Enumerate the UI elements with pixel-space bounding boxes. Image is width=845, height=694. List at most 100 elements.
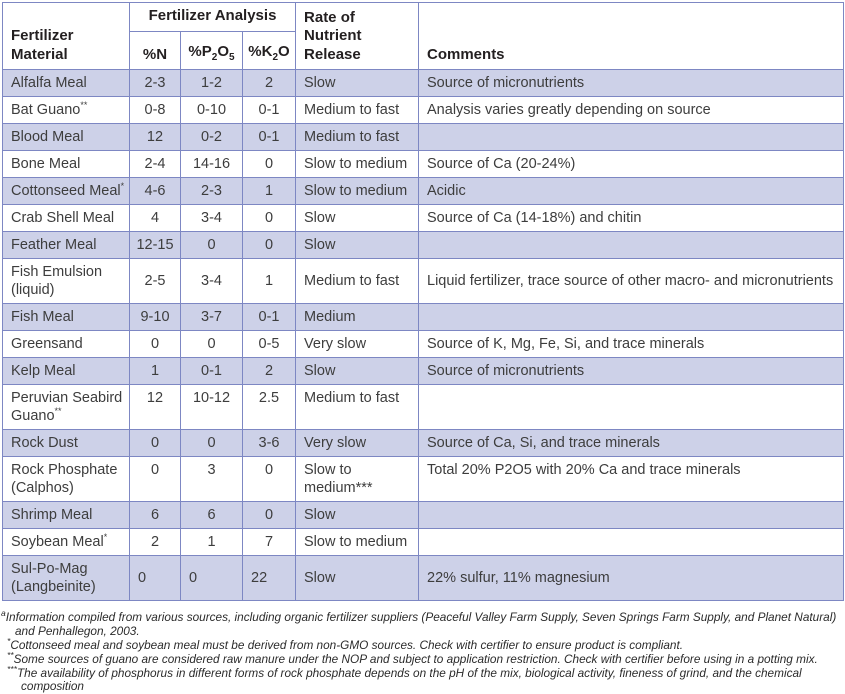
header-rate-of-nutrient-release: Rate of Nutrient Release	[295, 2, 420, 70]
percent-k2o-cell: 1	[241, 257, 297, 304]
fertilizer-material-cell: Kelp Meal	[2, 356, 130, 385]
fertilizer-material-cell: Crab Shell Meal	[2, 203, 130, 232]
header-fertilizer-analysis: Fertilizer Analysis	[128, 1, 297, 33]
percent-k2o-cell: 0-1	[241, 302, 297, 331]
footnote-marker: a	[1, 607, 6, 618]
rate-of-release-cell: Slow	[295, 356, 420, 385]
fertilizer-material-name: Cottonseed Meal	[11, 182, 121, 199]
table-row: Peruvian Seabird Guano** 12 10-12 2.5 Medium…	[2, 383, 845, 430]
percent-k2o-cell: 0	[241, 500, 297, 529]
percent-n-cell: 2-4	[129, 149, 181, 178]
footnote-marker: *	[7, 635, 11, 646]
fertilizer-material-name: Blood Meal	[11, 128, 84, 145]
fertilizer-material-cell: Soybean Meal*	[2, 527, 130, 556]
footnote-marker: **	[7, 649, 14, 660]
percent-p2o5-cell: 10-12	[180, 383, 243, 430]
fertilizer-material-cell: Rock Dust	[2, 428, 130, 457]
rate-of-release-cell: Slow	[295, 554, 420, 601]
fertilizer-material-cell: Cottonseed Meal*	[2, 176, 130, 205]
fertilizer-material-name: Bone Meal	[11, 155, 81, 172]
percent-k2o-cell: 2.5	[241, 383, 297, 430]
fertilizer-material-name: Crab Shell Meal	[11, 209, 115, 226]
comments-cell: Source of Ca (14-18%) and chitin	[418, 203, 845, 232]
header-fertilizer-material: Fertilizer Material	[2, 2, 130, 70]
fertilizer-material-cell: Bat Guano**	[2, 95, 130, 124]
k2o-o: O	[278, 42, 290, 60]
p2o5-subscript-5: 5	[229, 51, 235, 63]
fertilizer-material-cell: Blood Meal	[2, 122, 130, 151]
fertilizer-material-name: Rock Dust	[11, 434, 78, 451]
table-row: Rock Phosphate (Calphos) 0 3 0 Slow to mediu…	[2, 455, 845, 502]
table-row: Alfalfa Meal 2-3 1-2 2 Slow Source of micronu…	[2, 68, 845, 97]
fertilizer-material-name: Bat Guano	[11, 101, 81, 118]
percent-n-cell: 9-10	[129, 302, 181, 331]
percent-k2o-cell: 0	[241, 203, 297, 232]
percent-n-cell: 12	[129, 383, 181, 430]
comments-cell: Source of micronutrients	[418, 356, 845, 385]
comments-cell: Source of Ca, Si, and trace minerals	[418, 428, 845, 457]
header-percent-n: %N	[129, 31, 181, 70]
percent-n-cell: 0	[129, 428, 181, 457]
p2o5-o: O	[217, 42, 229, 60]
header-percent-p2o5: %P2O5	[180, 31, 243, 70]
percent-n-cell: 2-3	[129, 68, 181, 97]
percent-p2o5-cell: 0-2	[180, 122, 243, 151]
footnote-reference-marker: **	[80, 100, 88, 110]
fertilizer-material-name: Peruvian Seabird Guano	[11, 389, 123, 425]
table-row: Kelp Meal 1 0-1 2 Slow Source of micronutrien…	[2, 356, 845, 385]
percent-p2o5-cell: 0-1	[180, 356, 243, 385]
comments-cell	[418, 230, 845, 259]
percent-n-cell: 4-6	[129, 176, 181, 205]
fertilizer-table: Fertilizer Material Fertilizer Analysis …	[2, 1, 845, 601]
fertilizer-material-name: Feather Meal	[11, 236, 97, 253]
percent-k2o-cell: 7	[241, 527, 297, 556]
fertilizer-material-name: Shrimp Meal	[11, 506, 93, 523]
footnote-marker: ***	[7, 663, 17, 674]
rate-of-release-cell: Slow	[295, 203, 420, 232]
fertilizer-material-cell: Feather Meal	[2, 230, 130, 259]
table-header: Fertilizer Material Fertilizer Analysis …	[2, 1, 845, 70]
percent-p2o5-cell: 2-3	[180, 176, 243, 205]
footnote: *Cottonseed meal and soybean meal must b…	[7, 635, 845, 653]
footnote-text: The availability of phosphorus in differ…	[16, 665, 802, 694]
table-body: Alfalfa Meal 2-3 1-2 2 Slow Source of micronu…	[2, 68, 845, 601]
percent-p2o5-cell: 3-4	[180, 257, 243, 304]
percent-k2o-cell: 2	[241, 68, 297, 97]
footnote-text: Information compiled from various source…	[5, 609, 837, 638]
percent-n-cell: 6	[129, 500, 181, 529]
comments-cell: 22% sulfur, 11% magnesium	[418, 554, 845, 601]
fertilizer-material-name: Soybean Meal	[11, 533, 104, 550]
rate-of-release-cell: Slow to medium	[295, 527, 420, 556]
header-row-1: Fertilizer Material Fertilizer Analysis …	[2, 1, 845, 70]
p2o5-subscript-2: 2	[211, 51, 218, 63]
table-row: Fish Emulsion (liquid) 2-5 3-4 1 Medium to f…	[2, 257, 845, 304]
fertilizer-material-cell: Greensand	[2, 329, 130, 358]
table-row: Cottonseed Meal* 4-6 2-3 1 Slow to medium Aci…	[2, 176, 845, 205]
rate-of-release-cell: Very slow	[295, 329, 420, 358]
rate-of-release-cell: Medium	[295, 302, 420, 331]
rate-of-release-cell: Slow	[295, 68, 420, 97]
footnote: ***The availability of phosphorus in dif…	[7, 663, 845, 694]
fertilizer-material-cell: Shrimp Meal	[2, 500, 130, 529]
fertilizer-material-name: Alfalfa Meal	[11, 74, 87, 91]
table-row: Sul-Po-Mag (Langbeinite) 0 0 22 Slow 22% sulf…	[2, 554, 845, 601]
fertilizer-material-cell: Sul-Po-Mag (Langbeinite)	[2, 554, 130, 601]
fertilizer-material-name: Fish Meal	[11, 308, 74, 325]
footnote-reference-marker: *	[103, 532, 108, 542]
table-row: Rock Dust 0 0 3-6 Very slow Source of Ca, Si,…	[2, 428, 845, 457]
fertilizer-material-name: Sul-Po-Mag (Langbeinite)	[11, 560, 96, 595]
rate-of-release-cell: Medium to fast	[295, 383, 420, 430]
percent-k2o-cell: 0-1	[241, 95, 297, 124]
fertilizer-material-name: Rock Phosphate (Calphos)	[11, 461, 118, 497]
percent-k2o-cell: 22	[241, 554, 297, 601]
percent-n-cell: 2-5	[129, 257, 181, 304]
rate-of-release-cell: Medium to fast	[295, 257, 420, 304]
comments-cell: Liquid fertilizer, trace source of other…	[418, 257, 845, 304]
rate-of-release-cell: Slow	[295, 500, 420, 529]
percent-p2o5-cell: 0	[180, 329, 243, 358]
header-comments: Comments	[418, 2, 845, 70]
comments-cell: Analysis varies greatly depending on sou…	[418, 95, 845, 124]
table-row: Crab Shell Meal 4 3-4 0 Slow Source of Ca (14…	[2, 203, 845, 232]
table-row: Shrimp Meal 6 6 0 Slow	[2, 500, 845, 529]
comments-cell: Total 20% P2O5 with 20% Ca and trace min…	[418, 455, 845, 502]
